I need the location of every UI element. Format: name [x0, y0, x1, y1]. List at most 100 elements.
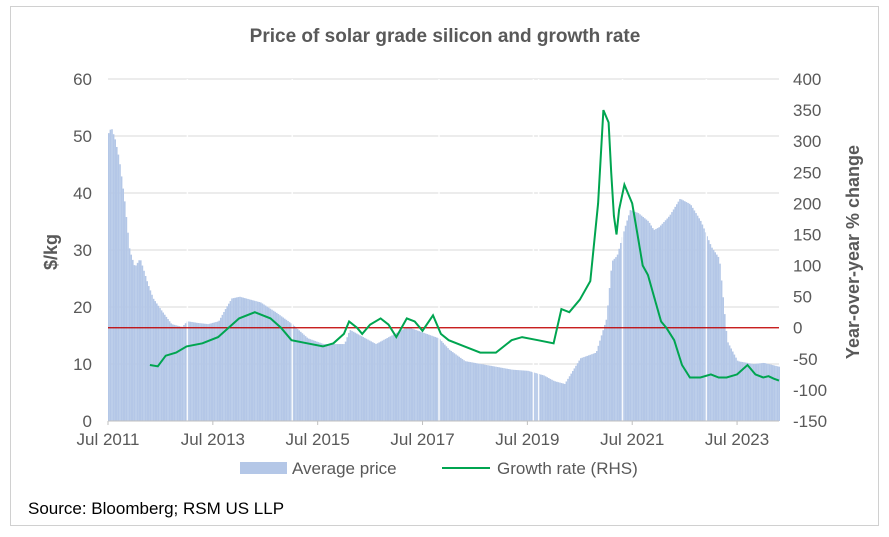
price-bar [287, 321, 289, 421]
price-bar [144, 275, 147, 421]
price-bar [674, 206, 676, 421]
price-bar [626, 220, 628, 421]
price-bar [645, 219, 648, 421]
price-bar [442, 342, 444, 421]
price-bar [565, 381, 568, 421]
price-bar [127, 232, 129, 421]
price-bar [247, 298, 249, 421]
price-bar [541, 374, 544, 421]
price-bar [512, 369, 515, 421]
price-bar [464, 361, 467, 421]
y-axis-label: $/kg [41, 234, 61, 270]
price-bar [429, 335, 432, 421]
price-bar [264, 305, 267, 421]
price-bar [560, 383, 563, 421]
price-bar [516, 370, 518, 421]
price-bar [610, 270, 612, 421]
price-bar [680, 199, 683, 421]
price-bar [746, 362, 748, 421]
price-gap [532, 79, 535, 421]
price-bar [588, 355, 590, 421]
price-bar [509, 369, 512, 421]
price-bar [314, 340, 316, 421]
price-bar [495, 366, 497, 421]
price-bar [660, 225, 662, 421]
price-bar [720, 280, 723, 421]
price-bar [618, 248, 620, 421]
price-bar [197, 323, 200, 421]
price-bar [549, 378, 552, 421]
price-bar [471, 362, 473, 421]
price-bar [330, 344, 332, 421]
price-bar [773, 365, 776, 421]
price-bar [114, 139, 116, 421]
price-bar [183, 324, 185, 421]
price-bar [679, 199, 681, 421]
price-bar [220, 317, 222, 421]
price-bar [181, 326, 184, 421]
price-bar [501, 367, 504, 421]
price-gap [291, 79, 293, 421]
price-bar [544, 376, 547, 421]
price-bar [666, 218, 668, 421]
price-bar [487, 365, 489, 421]
price-bar [583, 357, 585, 421]
price-bar [701, 224, 704, 421]
price-bar [212, 322, 214, 421]
price-bar [172, 324, 174, 421]
price-bar [192, 322, 195, 421]
price-bar [575, 365, 577, 421]
price-bar [218, 320, 220, 421]
price-bar [338, 344, 340, 421]
price-bar [440, 341, 443, 421]
y-tick-label: 50 [73, 127, 92, 146]
price-bar [756, 363, 758, 421]
price-bar [690, 205, 692, 421]
price-bar [191, 321, 193, 421]
price-bar [258, 302, 260, 421]
price-bar [167, 319, 169, 421]
price-bar [380, 341, 382, 421]
price-bar [130, 254, 132, 421]
price-bar [320, 343, 323, 421]
price-bar [708, 240, 710, 421]
price-bar [712, 249, 715, 421]
price-bar [591, 354, 593, 421]
price-bar [388, 337, 390, 421]
price-bar [170, 323, 172, 421]
price-bar [268, 307, 270, 421]
price-bar [119, 164, 121, 421]
price-bar [394, 333, 396, 421]
price-bar [528, 371, 531, 421]
price-bar [160, 310, 163, 421]
price-bar [460, 357, 462, 421]
price-bar [482, 364, 484, 421]
chart-frame [10, 6, 879, 526]
price-bar [455, 354, 457, 421]
price-bar [224, 309, 227, 421]
price-bar [256, 301, 259, 421]
price-bar [599, 340, 601, 421]
price-bar [426, 334, 428, 421]
price-bar [112, 134, 115, 421]
price-bar [316, 341, 318, 421]
price-bar [655, 228, 657, 421]
price-bar [298, 330, 300, 421]
price-bar [458, 356, 460, 421]
price-bar [386, 338, 388, 421]
price-bar [373, 343, 376, 421]
price-bar [765, 363, 768, 421]
price-bar [658, 227, 660, 421]
price-bar [204, 323, 206, 421]
price-bar [570, 373, 572, 421]
price-bar [589, 354, 592, 421]
price-bar [717, 256, 720, 421]
price-bar [704, 232, 707, 421]
price-bar [733, 354, 736, 421]
price-bar [180, 326, 182, 421]
price-bar [709, 244, 712, 421]
price-bar [672, 209, 675, 421]
price-bar [178, 326, 180, 421]
price-bar [165, 316, 168, 421]
price-bar [402, 329, 404, 421]
